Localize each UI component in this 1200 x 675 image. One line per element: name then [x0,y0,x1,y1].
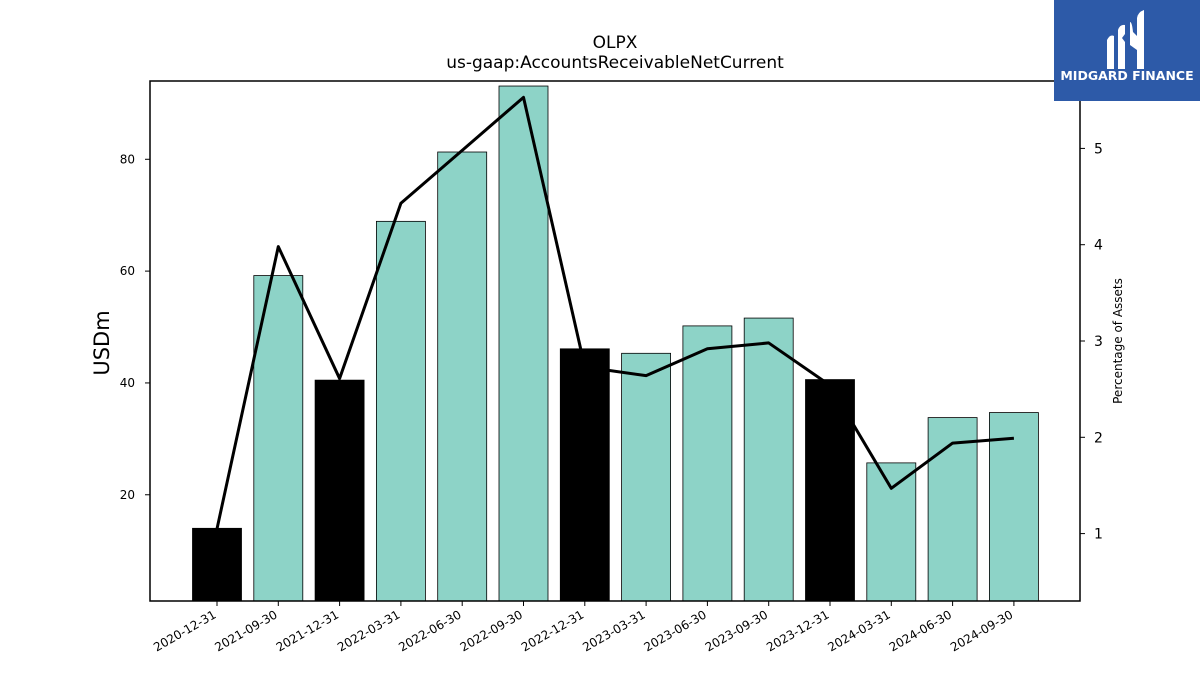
bar [314,379,365,602]
chart-title: OLPX [593,33,638,53]
bar [621,352,671,602]
left-axis: 20 40 60 80 [120,152,150,502]
x-tick-label: 2022-03-31 [335,607,402,654]
bar [866,462,917,602]
x-tick-label: 2023-09-30 [703,607,770,654]
right-tick-label: 1 [1094,527,1103,543]
bar [437,151,488,602]
line-series [215,95,1015,530]
x-tick-label: 2024-09-30 [948,607,1015,654]
right-tick-label: 5 [1094,141,1103,157]
right-axis: 1 2 3 4 5 [1080,141,1103,543]
midgard-finance-logo: MIDGARD FINANCE [1054,0,1200,101]
bar [743,317,794,602]
chart-subtitle: us-gaap:AccountsReceivableNetCurrent [446,53,784,73]
bar [375,220,426,602]
x-tick-label: 2022-09-30 [458,607,525,654]
percentage-line [215,95,1015,530]
bar [498,85,549,602]
bar [192,527,242,602]
y-tick-label: 40 [120,376,135,390]
right-axis-label: Percentage of Assets [1111,278,1125,404]
x-tick-label: 2023-12-31 [764,607,831,654]
right-tick-label: 4 [1094,238,1103,254]
y-tick-label: 80 [120,152,135,166]
x-tick-label: 2021-12-31 [274,607,341,654]
bar [682,325,733,602]
x-axis: 2020-12-312021-09-302021-12-312022-03-31… [151,601,1015,654]
logo-text: MIDGARD FINANCE [1060,68,1193,83]
right-tick-label: 3 [1094,334,1103,350]
right-tick-label: 2 [1094,430,1103,446]
y-tick-label: 20 [120,488,135,502]
x-tick-label: 2024-06-30 [887,607,954,654]
logo-mark-icon [1107,10,1144,69]
logo-background [1054,0,1200,101]
x-tick-label: 2020-12-31 [151,607,218,654]
x-tick-label: 2024-03-31 [825,607,892,654]
bar-series [192,85,1039,602]
bar [805,379,855,602]
x-tick-label: 2021-09-30 [212,607,279,654]
x-tick-label: 2022-06-30 [396,607,463,654]
bar [989,412,1039,602]
x-tick-label: 2023-03-31 [580,607,647,654]
x-tick-label: 2023-06-30 [641,607,708,654]
bar [927,417,978,602]
bar [559,348,610,602]
y-axis-label: USDm [90,310,114,375]
bar [253,275,304,602]
x-tick-label: 2022-12-31 [519,607,586,654]
y-tick-label: 60 [120,264,135,278]
